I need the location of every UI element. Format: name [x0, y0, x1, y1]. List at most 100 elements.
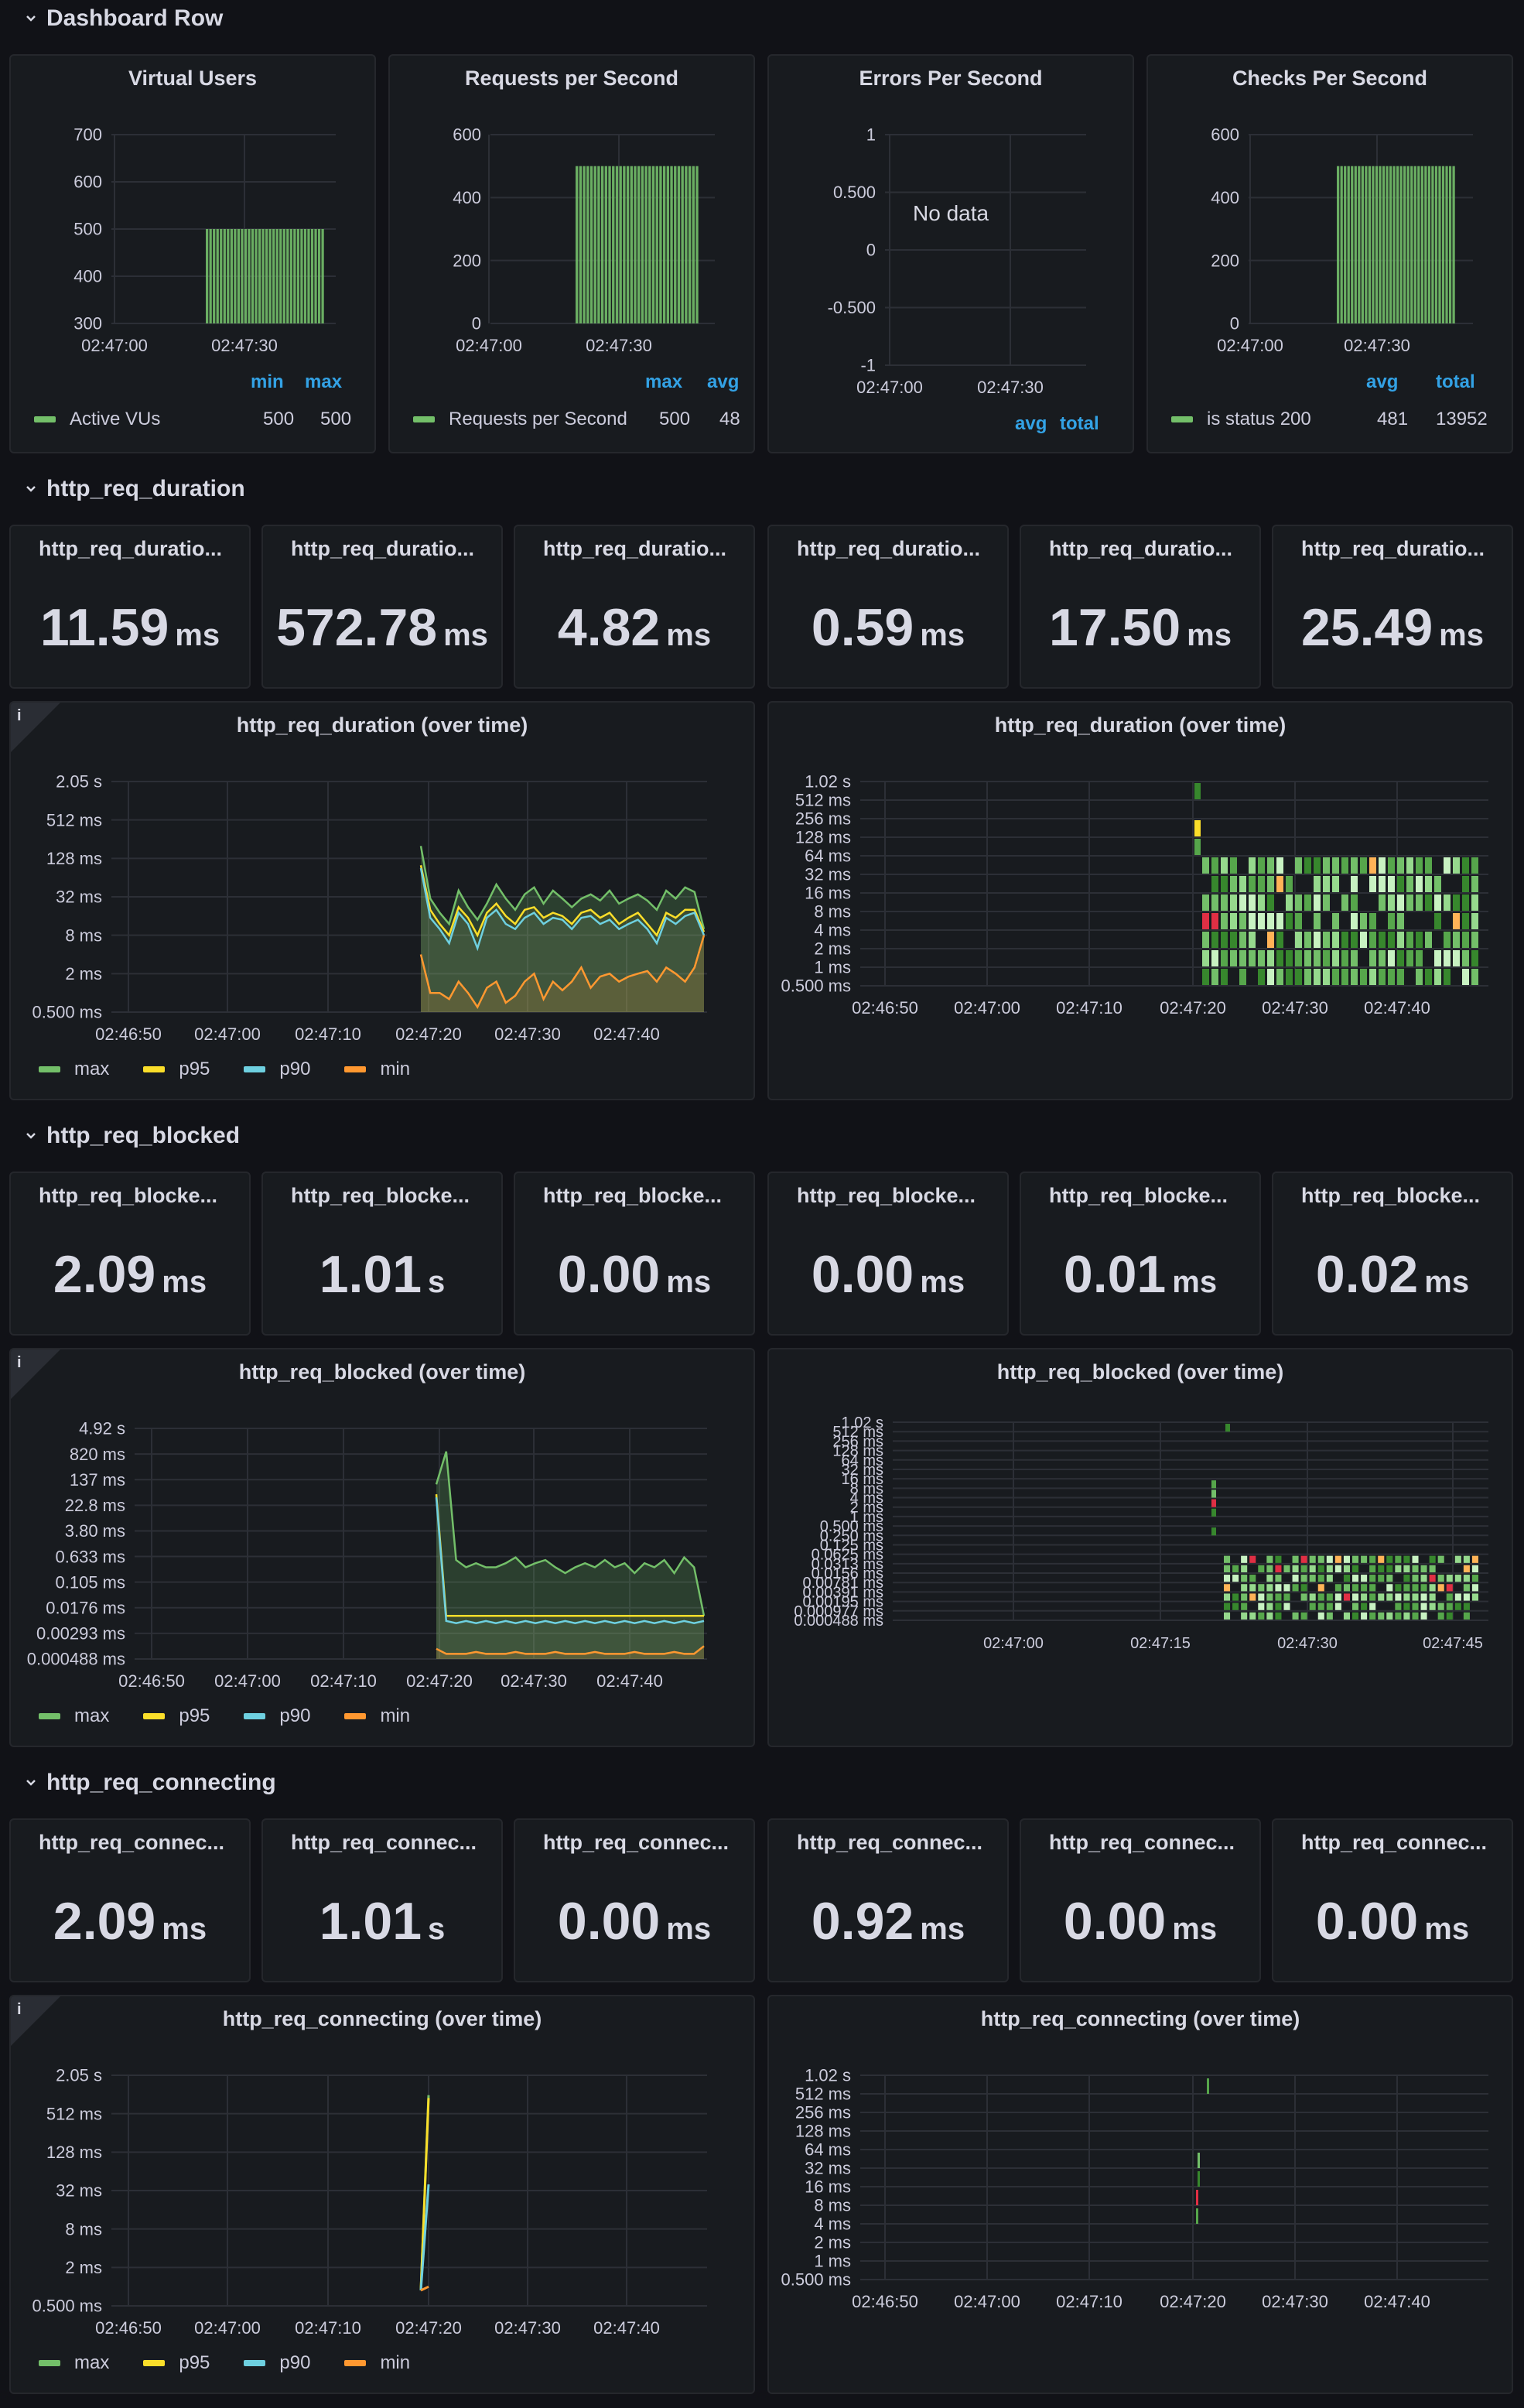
panel-connecting-heatmap[interactable]: http_req_connecting (over time) 1.02 s 51…	[767, 1995, 1513, 2394]
legend-item-p95[interactable]: p95	[143, 2352, 210, 2374]
stat-panel[interactable]: http_req_connec... 0.00 ms	[1020, 1818, 1261, 1982]
stat-value: 4.82 ms	[515, 597, 753, 658]
legend-item-min[interactable]: min	[344, 1705, 410, 1727]
bar	[251, 229, 255, 323]
panel-duration-timeseries[interactable]: i http_req_duration (over time) 2.05 s 51…	[9, 701, 755, 1100]
panel-duration-heatmap[interactable]: http_req_duration (over time) 1.02 s 512 …	[767, 701, 1513, 1100]
stat-panel[interactable]: http_req_blocke... 0.00 ms	[767, 1172, 1009, 1336]
stat-number: 0.00	[1315, 1892, 1419, 1951]
info-icon[interactable]: i	[17, 1354, 22, 1371]
heatmap-cell	[1341, 857, 1348, 874]
stat-panel[interactable]: http_req_connec... 0.00 ms	[514, 1818, 755, 1982]
legend-item-min[interactable]: min	[344, 2352, 410, 2374]
stat-panel[interactable]: http_req_connec... 0.00 ms	[1272, 1818, 1513, 1982]
legend-item-rps[interactable]: Requests per Second	[413, 409, 627, 430]
heatmap-cell	[1471, 969, 1478, 985]
heatmap-cell	[1378, 1575, 1385, 1582]
heatmap-cell	[1341, 950, 1348, 966]
legend-header-max[interactable]: max	[645, 371, 683, 392]
bar	[1372, 166, 1375, 323]
legend-header-max[interactable]: max	[305, 371, 343, 392]
stat-panel[interactable]: http_req_blocke... 0.02 ms	[1272, 1172, 1513, 1336]
panel-blocked-heatmap[interactable]: http_req_blocked (over time) 1.02 s 512 m…	[767, 1348, 1513, 1747]
stat-panel[interactable]: http_req_duratio... 0.59 ms	[767, 525, 1009, 689]
legend-item-p95[interactable]: p95	[143, 1059, 210, 1080]
heatmap-cell	[1437, 1575, 1444, 1582]
stat-panel[interactable]: http_req_duratio... 17.50 ms	[1020, 525, 1261, 689]
stat-value: 1.01 s	[263, 1891, 501, 1951]
heatmap-cell	[1241, 1602, 1248, 1610]
x-tick-label: 02:46:50	[852, 998, 918, 1018]
stat-panel[interactable]: http_req_duratio... 11.59 ms	[9, 525, 251, 689]
panel-connecting-timeseries[interactable]: i http_req_connecting (over time) 2.05 s…	[9, 1995, 755, 2394]
legend-header-avg[interactable]: avg	[707, 371, 740, 392]
heatmap-cell	[1412, 1575, 1419, 1582]
heatmap-cell	[1463, 1612, 1470, 1620]
heatmap-cell	[1425, 857, 1432, 874]
legend-item-status-200[interactable]: is status 200	[1171, 409, 1311, 430]
panel-virtual-users[interactable]: Virtual Users 700 600 500 400 300 02:47:00 02:…	[9, 54, 376, 453]
heatmap-cell	[1232, 1593, 1239, 1601]
stat-panel[interactable]: http_req_blocke... 1.01 s	[261, 1172, 503, 1336]
stat-panel[interactable]: http_req_connec... 2.09 ms	[9, 1818, 251, 1982]
legend-item-max[interactable]: max	[39, 1705, 109, 1727]
legend-header-min[interactable]: min	[251, 371, 284, 392]
heatmap-cell	[1379, 932, 1386, 948]
stat-panel[interactable]: http_req_duratio... 25.49 ms	[1272, 525, 1513, 689]
panel-blocked-timeseries[interactable]: i http_req_blocked (over time) 4.92 s 820…	[9, 1348, 755, 1747]
chart-duration-timeseries: 2.05 s 512 ms 128 ms 32 ms 8 ms 2 ms 0.500 ms 0…	[32, 772, 707, 1044]
info-icon[interactable]: i	[17, 707, 22, 724]
legend-item-max[interactable]: max	[39, 2352, 109, 2374]
bar	[1448, 166, 1452, 323]
stat-value: 11.59 ms	[11, 597, 249, 658]
legend-header-total[interactable]: total	[1436, 371, 1475, 392]
legend-item-min[interactable]: min	[344, 1059, 410, 1080]
info-icon[interactable]: i	[17, 2001, 22, 2018]
heatmap-cell	[1314, 857, 1321, 874]
row-header-connecting[interactable]: http_req_connecting	[23, 1767, 276, 1798]
chart-blocked-timeseries: 4.92 s 820 ms 137 ms 22.8 ms 3.80 ms 0.633 ms…	[27, 1419, 707, 1691]
panel-checks-per-second[interactable]: Checks Per Second 600 400 200 0 02:47:00 02:4…	[1146, 54, 1513, 453]
heatmap-cell	[1369, 913, 1376, 929]
bar	[1399, 166, 1403, 323]
stat-panel[interactable]: http_req_blocke... 0.01 ms	[1020, 1172, 1261, 1336]
panel-requests-per-second[interactable]: Requests per Second 600 400 200 0 02:47:00 02…	[388, 54, 755, 453]
heatmap-cell	[1194, 839, 1201, 855]
stat-panel[interactable]: http_req_blocke... 0.00 ms	[514, 1172, 755, 1336]
row-header-duration[interactable]: http_req_duration	[23, 474, 245, 505]
legend-item-max[interactable]: max	[39, 1059, 109, 1080]
x-tick-label: 02:47:40	[596, 1671, 663, 1691]
legend-label: p90	[279, 1059, 311, 1079]
legend-item-p90[interactable]: p90	[244, 2352, 310, 2374]
legend-item-p90[interactable]: p90	[244, 1705, 310, 1727]
bar	[626, 166, 630, 323]
x-tick-label: 02:46:50	[852, 2292, 918, 2311]
heatmap-cell	[1326, 1575, 1333, 1582]
bar	[261, 229, 265, 323]
heatmap-cell	[1369, 950, 1376, 966]
heatmap-cell	[1471, 932, 1478, 948]
panel-errors-per-second[interactable]: Errors Per Second 1 0.500 0 -0.500 -1 02:47:0…	[767, 54, 1134, 453]
legend-item-p90[interactable]: p90	[244, 1059, 310, 1080]
legend-label: min	[380, 2352, 411, 2373]
heatmap-cell	[1239, 969, 1246, 985]
legend-item-active-vus[interactable]: Active VUs	[34, 409, 160, 430]
stat-panel[interactable]: http_req_duratio... 4.82 ms	[514, 525, 755, 689]
legend-header-avg[interactable]: avg	[1366, 371, 1399, 392]
heatmap-cell	[1326, 1593, 1333, 1601]
stat-panel[interactable]: http_req_duratio... 572.78 ms	[261, 525, 503, 689]
row-header-dashboard[interactable]: Dashboard Row	[23, 3, 223, 34]
row-header-blocked[interactable]: http_req_blocked	[23, 1120, 240, 1151]
bar	[237, 229, 241, 323]
legend-header-total[interactable]: total	[1060, 413, 1099, 434]
stat-title: http_req_connec...	[39, 1831, 225, 1854]
stat-panel[interactable]: http_req_blocke... 2.09 ms	[9, 1172, 251, 1336]
stat-panel[interactable]: http_req_connec... 1.01 s	[261, 1818, 503, 1982]
legend-header-avg[interactable]: avg	[1015, 413, 1047, 434]
x-tick-label: 02:47:10	[310, 1671, 377, 1691]
heatmap-cell	[1309, 1555, 1316, 1563]
heatmap-cell	[1266, 1555, 1273, 1563]
legend-item-p95[interactable]: p95	[143, 1705, 210, 1727]
y-tick-label: 128 ms	[46, 849, 102, 868]
stat-panel[interactable]: http_req_connec... 0.92 ms	[767, 1818, 1009, 1982]
